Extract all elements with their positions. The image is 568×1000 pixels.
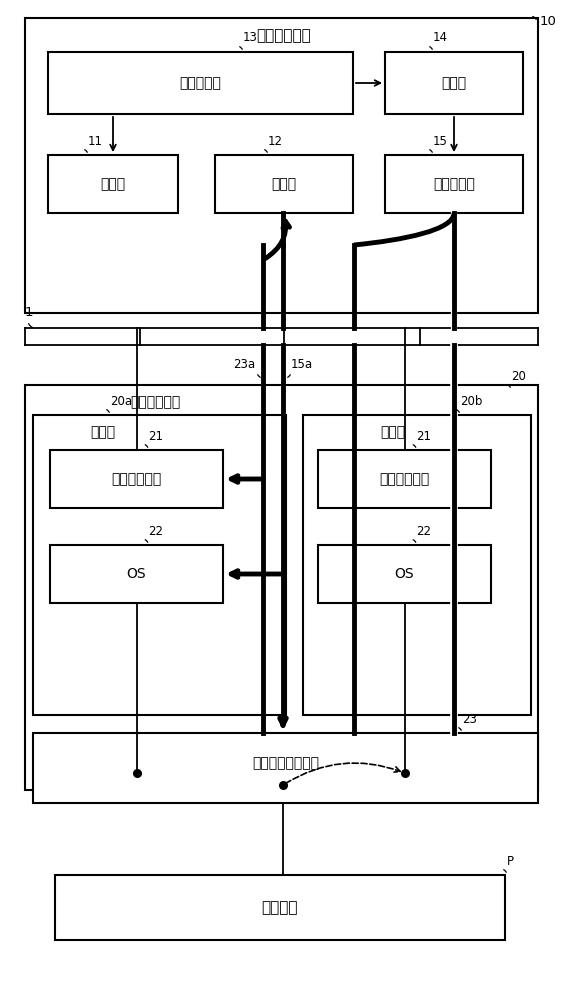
- Text: 11: 11: [88, 135, 103, 148]
- Text: 1: 1: [25, 306, 34, 319]
- Bar: [25, 18, 538, 313]
- Text: 安全管理装置: 安全管理装置: [257, 28, 311, 43]
- Text: 工厂控制软件: 工厂控制软件: [379, 472, 429, 486]
- Bar: [50, 545, 223, 603]
- Text: OS: OS: [127, 567, 147, 581]
- Bar: [48, 155, 178, 213]
- Text: 切换指示部: 切换指示部: [433, 177, 475, 191]
- Text: 12: 12: [268, 135, 283, 148]
- Text: 20b: 20b: [460, 395, 482, 408]
- Bar: [33, 733, 538, 803]
- Text: 10: 10: [540, 15, 557, 28]
- Bar: [215, 155, 353, 213]
- Bar: [25, 385, 538, 790]
- Bar: [385, 52, 523, 114]
- Text: 查询部: 查询部: [101, 177, 126, 191]
- Text: 控制部: 控制部: [381, 425, 406, 439]
- Text: 20: 20: [511, 370, 526, 383]
- Text: 15a: 15a: [291, 358, 313, 371]
- Text: 14: 14: [433, 31, 448, 44]
- Text: 22: 22: [148, 525, 164, 538]
- Bar: [55, 875, 505, 940]
- Text: 22: 22: [416, 525, 432, 538]
- Text: 安全处理部: 安全处理部: [179, 76, 222, 90]
- Bar: [318, 450, 491, 508]
- Text: 判定部: 判定部: [272, 177, 296, 191]
- Bar: [385, 155, 523, 213]
- Text: 工厂控制装置: 工厂控制装置: [130, 395, 180, 409]
- Bar: [303, 415, 531, 715]
- Bar: [50, 450, 223, 508]
- Text: 21: 21: [148, 430, 164, 443]
- Bar: [318, 545, 491, 603]
- Text: 控制部: 控制部: [90, 425, 115, 439]
- Text: 21: 21: [416, 430, 432, 443]
- Text: 确认部: 确认部: [441, 76, 466, 90]
- Text: 23: 23: [462, 713, 477, 726]
- Text: 15: 15: [433, 135, 448, 148]
- Bar: [33, 415, 286, 715]
- Text: 20a: 20a: [110, 395, 132, 408]
- Text: 工厂工艺: 工厂工艺: [262, 900, 298, 915]
- Text: P: P: [507, 855, 514, 868]
- Text: 23a: 23a: [233, 358, 255, 371]
- Text: 常用待机切换装置: 常用待机切换装置: [252, 756, 319, 770]
- Text: OS: OS: [395, 567, 414, 581]
- Bar: [48, 52, 353, 114]
- Text: 工厂控制软件: 工厂控制软件: [111, 472, 162, 486]
- Text: 13: 13: [243, 31, 258, 44]
